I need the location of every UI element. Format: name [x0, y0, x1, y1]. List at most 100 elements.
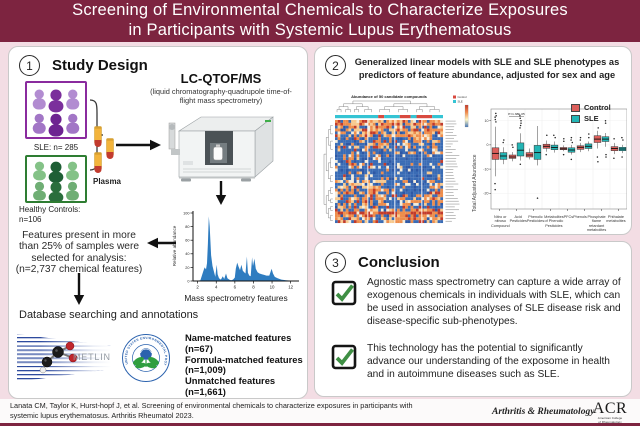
boxplot-ylabel: Total Adjusted Abundance: [472, 154, 478, 212]
svg-text:100: 100: [183, 211, 189, 215]
models-heading: Generalized linear models with SLE and S…: [345, 56, 629, 82]
matched-line: Unmatched features: [185, 375, 276, 387]
header-banner: Screening of Environmental Chemicals to …: [0, 0, 640, 42]
svg-text:2: 2: [196, 285, 199, 290]
mass-spectrometer-illustration: [168, 116, 274, 182]
instrument-title: LC-QTOF/MS: [180, 71, 262, 86]
category-label: Acid Pesticides: [509, 215, 527, 224]
epa-logo: UNITED STATES ENVIRONMENTAL PROTECTION A…: [121, 333, 170, 382]
controls-people-icon: [33, 161, 79, 201]
category-label: Phenolic Pesticides: [526, 215, 545, 224]
chromatogram-xlabel: Mass spectrometry features: [184, 293, 288, 303]
svg-text:-20: -20: [483, 192, 488, 196]
panel-conclusion: 3 Conclusion Agnostic mass spectrometry …: [314, 241, 632, 397]
matched-line: Name-matched features: [185, 332, 292, 343]
metlin-label: METLIN: [73, 352, 111, 362]
matched-line: (n=67): [185, 342, 213, 354]
category-label: Metabolites of Phenolic Pesticides: [544, 215, 564, 228]
svg-text:10: 10: [270, 285, 275, 290]
step-3-badge: 3: [325, 252, 346, 273]
category-label: Phenols: [573, 215, 587, 219]
citation: Lanata CM, Taylor K, Hurst-hopf J, et al…: [10, 401, 480, 421]
control-swatch: [571, 103, 580, 112]
plasma-label: Plasma: [92, 177, 122, 186]
chromatogram-chart: 2 4 6 8 10 12 0 20 40 60 80 100 Relative abundance: [172, 211, 299, 290]
sle-people-icon: [32, 89, 80, 137]
svg-text:Control: Control: [458, 95, 467, 99]
study-design-header: 1 Study Design: [19, 55, 148, 76]
sle-cohort-box: [25, 81, 87, 139]
acr-logo: ACR American College of Rheumatology: [588, 401, 632, 424]
metlin-logo: METLIN: [17, 331, 121, 385]
svg-text:60: 60: [185, 239, 189, 243]
step-2-badge: 2: [325, 55, 346, 76]
boxplot-categories: Nitro or nitroso Compound Acid Pesticide…: [491, 215, 626, 233]
svg-text:20: 20: [185, 266, 189, 270]
svg-text:Relative abundance: Relative abundance: [172, 225, 177, 266]
panel-study-design: 1 Study Design SLE: n= 285: [8, 46, 308, 399]
page-title-line2: in Participants with Systemic Lupus Eryt…: [128, 21, 512, 39]
legend-sle: SLE: [571, 113, 611, 124]
svg-text:4: 4: [215, 285, 218, 290]
abundance-boxplot-chart: 10 0 -10 -20 P=1.38E-05: [483, 108, 627, 211]
svg-text:SLE: SLE: [458, 100, 463, 104]
svg-text:6: 6: [234, 285, 237, 290]
citation-line1: Lanata CM, Taylor K, Hurst-hopf J, et al…: [10, 401, 413, 410]
svg-text:8: 8: [252, 285, 255, 290]
conclusion-heading: Conclusion: [358, 254, 440, 271]
plasma-tube-icon: [106, 138, 114, 159]
matched-features-list: Name-matched features (n=67) Formula-mat…: [185, 332, 313, 398]
arrow-down-icon: [73, 273, 85, 305]
svg-text:-10: -10: [483, 167, 488, 171]
conclusion-item-1: Agnostic mass spectrometry can capture a…: [367, 277, 621, 328]
conclusion-header: 3 Conclusion: [325, 252, 440, 273]
controls-cohort-label: Healthy Controls: n=106: [19, 205, 81, 224]
matched-line: (n=1,009): [185, 364, 226, 376]
svg-text:P=1.38E-05: P=1.38E-05: [508, 112, 525, 116]
step-1-badge: 1: [19, 55, 40, 76]
legend-sle-label: SLE: [584, 114, 599, 123]
models-heading-line2: predictors of feature abundance, adjuste…: [358, 70, 616, 81]
models-heading-line1: Generalized linear models with SLE and S…: [354, 57, 620, 67]
panel-models: 2 Generalized linear models with SLE and…: [314, 46, 632, 235]
arrow-left-icon: [147, 237, 176, 249]
svg-text:12: 12: [288, 285, 293, 290]
legend-control-label: Control: [584, 103, 611, 112]
bottom-accent-bar: [0, 423, 640, 426]
boxplot-legend: Control SLE: [571, 102, 611, 124]
footer: Lanata CM, Taylor K, Hurst-hopf J, et al…: [0, 399, 640, 424]
category-label: PFCs: [563, 215, 574, 219]
study-design-heading: Study Design: [52, 57, 148, 74]
matched-line: Formula-matched features: [185, 353, 303, 365]
svg-text:10: 10: [485, 119, 489, 123]
svg-text:80: 80: [185, 225, 189, 229]
journal-logo: Arthritis & Rheumatology: [492, 407, 595, 417]
legend-control: Control: [571, 102, 611, 113]
sle-cohort-label: SLE: n= 285: [33, 143, 79, 152]
conclusion-item-2: This technology has the potential to sig…: [367, 343, 610, 381]
feature-selection-note: Features present in more than 25% of sam…: [15, 230, 143, 276]
molecule-icon: [39, 341, 78, 374]
citation-line2: systemic lupus erythematosus. Arthritis …: [10, 411, 194, 421]
checkbox-check-icon: [331, 280, 357, 306]
controls-cohort-box: [25, 155, 87, 203]
acr-subtitle: American College of Rheumatology: [597, 416, 623, 424]
plasma-tube-icon: [94, 126, 102, 147]
sle-swatch: [571, 114, 580, 123]
category-label: Phosphate flame retardant metabolites: [586, 215, 607, 233]
svg-text:40: 40: [185, 252, 189, 256]
category-label: Phthalate metabolites: [606, 215, 626, 224]
database-heading: Database searching and annotations: [19, 309, 199, 321]
checkbox-check-icon: [331, 344, 357, 370]
arrow-down-icon: [215, 181, 227, 205]
category-label: Nitro or nitroso Compound: [491, 215, 510, 228]
svg-text:Abundance of 50 candidate comp: Abundance of 50 candidate compounds: [351, 94, 428, 99]
arrow-right-icon: [116, 139, 161, 151]
svg-text:0: 0: [487, 143, 489, 147]
instrument-subtitle: (liquid chromatography-quadrupole time-o…: [150, 87, 292, 106]
svg-text:0: 0: [187, 279, 189, 283]
acr-letters: ACR: [592, 400, 628, 417]
matched-line: (n=1,661): [185, 386, 226, 398]
compound-heatmap-chart: Abundance of 50 candidate compounds Contr…: [323, 94, 469, 224]
